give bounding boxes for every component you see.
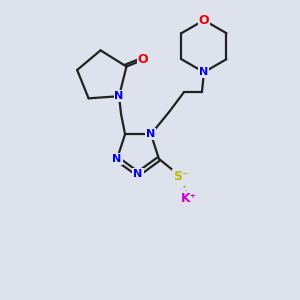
Text: N: N: [112, 154, 122, 164]
Text: K⁺: K⁺: [181, 192, 197, 205]
Text: O: O: [138, 53, 148, 66]
Text: S⁻: S⁻: [173, 170, 189, 183]
Text: N: N: [114, 91, 124, 101]
Text: N: N: [134, 169, 142, 179]
Text: N: N: [199, 67, 208, 77]
Text: N: N: [146, 129, 156, 139]
Text: O: O: [199, 14, 209, 27]
